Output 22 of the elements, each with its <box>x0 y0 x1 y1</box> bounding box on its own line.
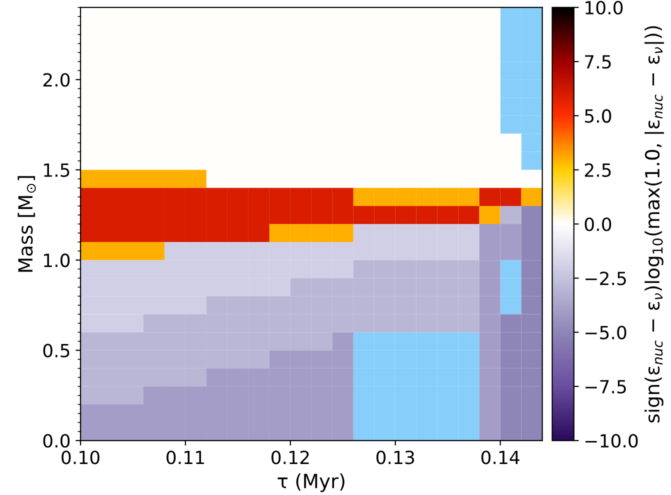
color-bar-label: −10.0 <box>586 434 638 448</box>
color-bar-label: −7.5 <box>586 380 626 394</box>
y-axis-title: Mass [M$_{⊙}$] <box>18 176 36 272</box>
color-bar-label: −5.0 <box>586 326 626 340</box>
color-bar-label: −2.5 <box>586 272 626 286</box>
color-bar-label: 2.5 <box>584 163 611 177</box>
y-tick-label: 1.5 <box>44 164 70 177</box>
x-tick-label: 0.12 <box>272 450 309 464</box>
text: sign(ε$_{nuc}$ − ε$_{ν}$)log$_{10}$(max(1.0, |ε$_{nuc}$ − ε$_{ν}$|)) <box>644 26 664 423</box>
y-tick-label: 0.5 <box>43 344 70 358</box>
color-bar-label: 7.5 <box>585 55 611 69</box>
color-bar-label: 5.0 <box>585 109 612 123</box>
x-tick-label: 0.14 <box>481 450 520 464</box>
x-tick-label: 0.11 <box>166 450 204 464</box>
color-bar-label: 0.0 <box>584 217 612 232</box>
x-tick-label: 0.13 <box>376 450 414 464</box>
x-tick-label: 0.10 <box>62 450 100 464</box>
y-tick-label: 0.0 <box>43 434 70 448</box>
color-bar-label: 10.0 <box>586 0 623 15</box>
y-tick-label: 1.0 <box>44 254 70 268</box>
x-axis-title: τ (Myr) <box>278 473 344 492</box>
y-tick-label: 2.0 <box>43 73 70 87</box>
